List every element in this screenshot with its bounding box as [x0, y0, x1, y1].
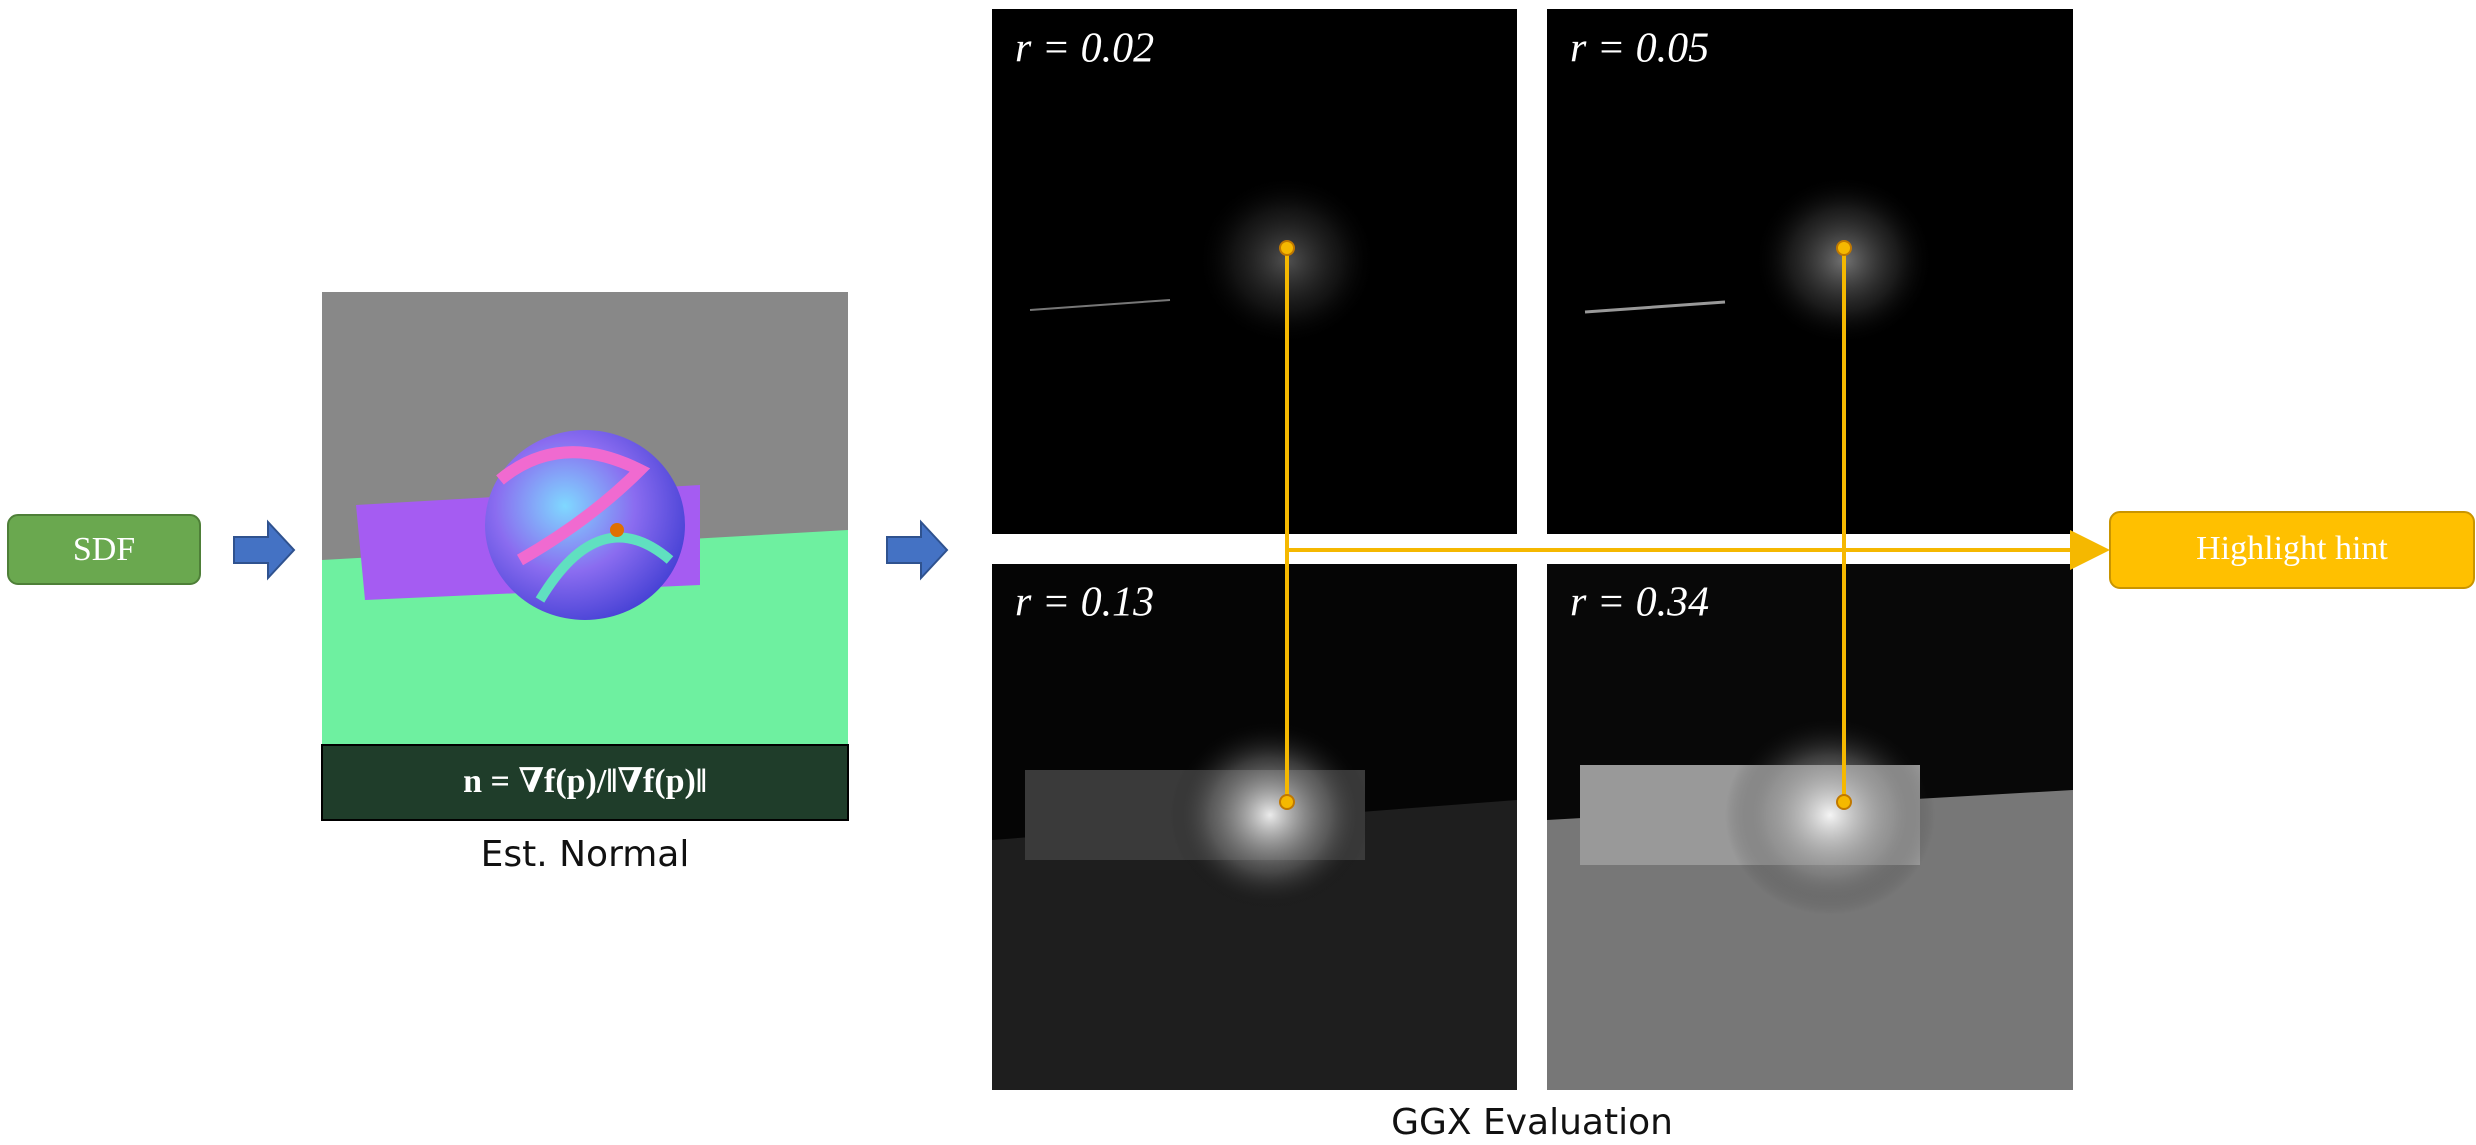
- panel: r = 0.05: [1547, 9, 2073, 534]
- panel-label: r = 0.34: [1570, 580, 1709, 626]
- panel-label: r = 0.02: [1015, 26, 1154, 72]
- caption: GGX Evaluation: [1391, 1102, 1673, 1143]
- output-label: Highlight hint: [2196, 530, 2388, 567]
- panel-label: r = 0.05: [1570, 26, 1709, 72]
- formula: n = ∇f(p)/‖∇f(p)‖: [463, 763, 707, 800]
- panel-label: r = 0.13: [1015, 580, 1154, 626]
- arrow: [234, 522, 294, 578]
- arrow: [887, 522, 947, 578]
- input-label: SDF: [73, 531, 135, 568]
- panel: r = 0.02: [992, 9, 1517, 534]
- panel: r = 0.34: [1547, 564, 2073, 1090]
- diagram: SDF n = ∇f(p)/‖∇f(p)‖ Est. Normal r = 0.…: [0, 0, 2476, 1145]
- normal-image: [322, 292, 848, 745]
- caption: Est. Normal: [481, 834, 690, 875]
- panel: r = 0.13: [992, 564, 1517, 1090]
